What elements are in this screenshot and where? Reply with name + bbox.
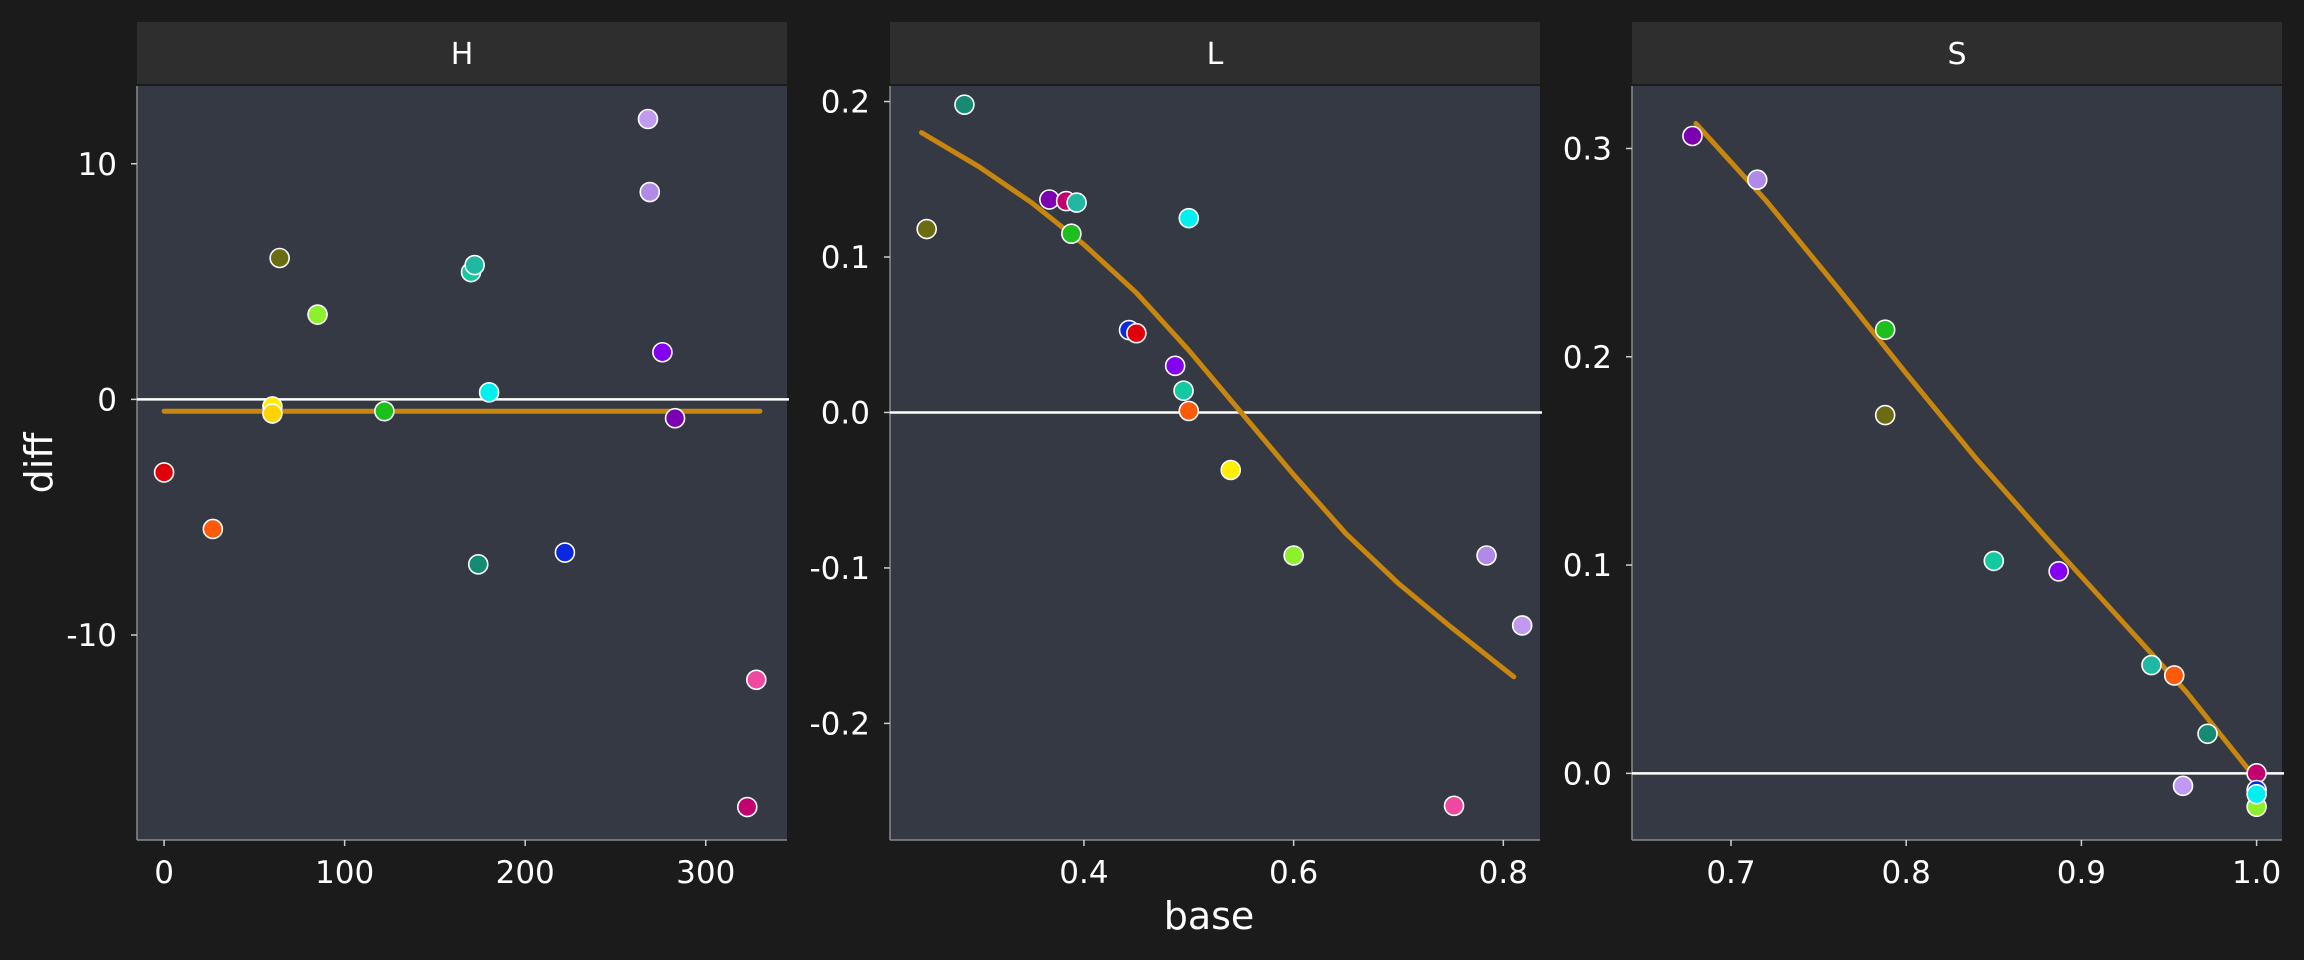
facet-strip (890, 22, 1540, 84)
data-point (746, 669, 767, 691)
y-tick-label: 0.0 (821, 395, 870, 431)
data-point (637, 108, 659, 130)
data-point (664, 407, 686, 429)
y-tick-label: 0.0 (1563, 756, 1612, 792)
y-axis-title: diff (17, 432, 61, 494)
facet-s: S 0.7 0.8 0.9 1.0 0.3 0.2 0.1 0.0 (1563, 22, 2284, 891)
data-point (1126, 322, 1147, 344)
data-point (467, 554, 489, 575)
x-tick-label: 100 (315, 855, 374, 891)
data-point (639, 181, 661, 203)
data-point (1173, 380, 1194, 402)
data-point (202, 518, 224, 540)
y-tick-label: -0.2 (810, 706, 871, 742)
x-tick-label: 0.4 (1059, 855, 1108, 891)
data-point (1476, 545, 1497, 566)
data-point (153, 462, 175, 483)
y-tick-label: 10 (78, 147, 117, 183)
y-tick-label: 0.3 (1563, 131, 1612, 167)
data-point (1682, 125, 1703, 147)
x-tick-label: 200 (496, 855, 555, 891)
data-point (652, 341, 673, 363)
panel-background (1632, 86, 2282, 840)
y-tick-label: 0.1 (1563, 548, 1612, 584)
x-tick-label: 0.7 (1706, 855, 1755, 891)
x-tick-label: 0.9 (2057, 855, 2106, 891)
data-point (1983, 550, 2005, 572)
y-tick-label: 0 (97, 382, 117, 418)
data-point (1164, 355, 1186, 377)
data-point (1874, 319, 1896, 340)
data-point (1746, 169, 1768, 191)
fit-line (1693, 121, 2260, 783)
data-point (1220, 459, 1242, 481)
data-point (1066, 192, 1087, 213)
data-point (2197, 723, 2218, 745)
facet-strip (1632, 22, 2282, 84)
data-point (262, 403, 283, 424)
data-point (2141, 654, 2162, 676)
data-point (1511, 615, 1533, 636)
data-point (1283, 545, 1304, 566)
y-tick-label: 0.1 (821, 240, 870, 276)
data-point (2048, 561, 2069, 582)
y-tick-label: -0.1 (810, 551, 871, 587)
y-tick-label: 0.2 (1563, 340, 1612, 376)
data-point (464, 254, 485, 276)
fit-line (919, 130, 1517, 680)
data-point (1874, 404, 1896, 426)
data-point (916, 218, 937, 240)
x-tick-label: 0.6 (1269, 855, 1318, 891)
data-point (2246, 783, 2267, 805)
data-point (1178, 207, 1200, 229)
y-tick-label: 0.2 (821, 85, 870, 121)
data-point (554, 542, 576, 563)
x-tick-label: 0.8 (1882, 855, 1931, 891)
data-point (736, 796, 758, 818)
x-tick-label: 300 (676, 855, 735, 891)
x-tick-label: 0 (154, 855, 174, 891)
x-tick-label: 0.8 (1479, 855, 1528, 891)
data-point (307, 304, 328, 325)
facet-l: L 0.4 0.6 0.8 0.2 0.1 0.0 -0.1 -0.2 (810, 22, 1542, 891)
x-axis-title: base (1164, 894, 1255, 938)
facet-title: S (1947, 37, 1966, 72)
facet-title: H (451, 37, 474, 72)
facet-title: L (1207, 37, 1224, 72)
data-point (1061, 223, 1082, 244)
data-point (269, 247, 290, 269)
data-point (478, 382, 500, 403)
panel-background (890, 86, 1540, 840)
data-point (1178, 400, 1200, 422)
panel-background (137, 86, 787, 840)
data-point (2172, 775, 2194, 797)
y-tick-label: -10 (66, 618, 117, 654)
data-point (954, 94, 975, 115)
facet-strip (137, 22, 787, 84)
data-point (374, 400, 395, 422)
data-point (2163, 665, 2185, 686)
data-point (1443, 795, 1465, 817)
x-tick-label: 1.0 (2232, 855, 2281, 891)
